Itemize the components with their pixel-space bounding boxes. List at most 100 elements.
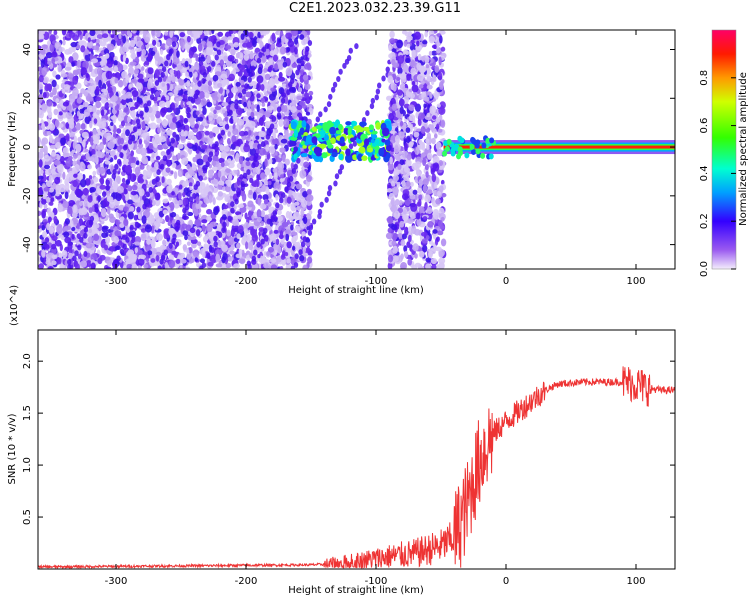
spectrogram-cell — [148, 186, 153, 193]
spectrogram-cell — [118, 79, 124, 88]
spectrogram-cell — [193, 62, 200, 71]
spectrogram-cell — [254, 152, 259, 159]
spectrogram-cell — [217, 170, 222, 178]
spectrogram-cell — [259, 40, 264, 49]
spectrogram-cell — [186, 35, 191, 43]
spectrogram-cell — [169, 48, 174, 55]
spectrogram-cell — [134, 241, 141, 246]
spectrogram-cell — [306, 246, 311, 253]
spectrogram-cell — [279, 265, 284, 269]
spectrogram-cell — [38, 151, 44, 159]
spectrogram-cell — [111, 267, 116, 269]
spectrogram-cell — [272, 137, 279, 146]
spectrogram-cell — [171, 41, 177, 48]
spectrogram-cell — [134, 221, 140, 228]
spectrogram-cell — [249, 177, 254, 184]
spectrogram-cell — [90, 154, 98, 163]
spectrogram-cell — [232, 221, 237, 227]
spectrogram-cell — [164, 262, 169, 269]
spectrogram-cell — [69, 120, 75, 129]
spectrogram-cell — [47, 110, 53, 119]
spectrogram-cell — [375, 88, 381, 95]
spectrogram-cell — [283, 96, 289, 105]
spectrogram-cell — [290, 162, 295, 169]
spectrogram-cell — [67, 73, 75, 78]
spectrogram-cell — [251, 162, 256, 169]
spectrogram-cell — [83, 250, 88, 258]
spectrogram-cell — [110, 121, 114, 126]
spectrogram-cell — [57, 64, 62, 73]
spectrogram-cell — [257, 197, 261, 206]
spectrogram-cell — [264, 111, 271, 118]
spectrogram-cell — [232, 30, 237, 35]
spectrogram-cell — [81, 207, 88, 215]
spectrogram-cell — [41, 210, 46, 219]
spectrogram-cell — [304, 92, 310, 99]
spectrogram-cell — [44, 83, 50, 92]
spectrogram-cell — [323, 106, 328, 113]
spectrogram-cell — [230, 207, 235, 214]
spectrogram-cell — [214, 141, 219, 148]
spectrogram-cell — [62, 200, 69, 209]
spectrogram-cell — [42, 92, 47, 99]
spectrogram-cell — [72, 87, 79, 97]
spectrogram-cell — [72, 69, 80, 75]
spectrogram-cell — [255, 135, 260, 140]
spectrogram-cell — [169, 145, 175, 152]
spectrogram-cell — [185, 204, 190, 211]
spectrogram-cell — [137, 73, 144, 79]
spectrogram-cell — [48, 30, 53, 35]
spectrogram-cell — [50, 197, 55, 203]
spectrogram-cell — [209, 254, 217, 264]
spectrogram-cell — [38, 74, 44, 83]
spectrogram-cell — [220, 73, 228, 80]
spectrogram-cell — [134, 101, 140, 108]
spectrogram-cell — [74, 250, 79, 257]
spectrogram-cell — [87, 236, 94, 244]
spectrogram-cell — [130, 110, 136, 119]
spectrogram-cell — [245, 120, 250, 127]
spectrogram-cell — [41, 224, 46, 231]
spectrogram-cell — [58, 111, 63, 116]
spectrogram-cell — [271, 43, 276, 49]
spectrogram-cell — [275, 202, 280, 209]
spectrogram-cell — [101, 226, 108, 233]
spectrogram-cell — [64, 66, 72, 71]
spectrogram-cell — [163, 249, 169, 256]
spectrogram-cell — [338, 68, 343, 75]
spectrogram-cell — [65, 112, 73, 120]
spectrogram-cell — [114, 77, 119, 84]
spectrogram-cell — [129, 156, 137, 164]
spectrogram-cell — [206, 252, 211, 259]
spectrogram-cell — [217, 231, 223, 238]
spectrogram-cell — [38, 59, 41, 66]
spectrogram-cell — [80, 155, 86, 160]
spectrogram-cell — [244, 221, 250, 229]
spectrogram-cell — [219, 144, 225, 152]
spectrogram-cell — [168, 242, 173, 249]
spectrogram-cell — [41, 103, 48, 112]
spectrogram-cell — [180, 259, 187, 264]
spectrogram-cell — [167, 221, 172, 227]
spectrogram-cell — [177, 143, 184, 150]
spectrogram-cell — [306, 118, 312, 125]
spectrogram-cell — [295, 183, 303, 190]
spectrogram-cell — [183, 130, 188, 137]
spectrogram-cell — [202, 71, 208, 78]
spectrogram-cell — [105, 236, 111, 244]
spectrogram-cell — [141, 49, 147, 56]
spectrogram-cell — [279, 230, 284, 237]
spectrogram-cell — [228, 109, 233, 116]
spectrogram-cell — [219, 86, 223, 95]
spectrogram-cell — [197, 42, 203, 52]
spectrogram-cell — [276, 255, 282, 263]
spectrogram-cell — [131, 90, 139, 98]
spectrogram-cell — [99, 40, 107, 47]
spectrogram-cell — [64, 178, 69, 186]
spectrogram-cell — [284, 252, 289, 257]
spectrogram-cell — [268, 93, 276, 101]
spectrogram-cell — [78, 92, 83, 98]
spectrogram-cell — [100, 109, 105, 117]
spectrogram-cell — [188, 182, 193, 188]
spectrogram-cell — [89, 120, 93, 129]
